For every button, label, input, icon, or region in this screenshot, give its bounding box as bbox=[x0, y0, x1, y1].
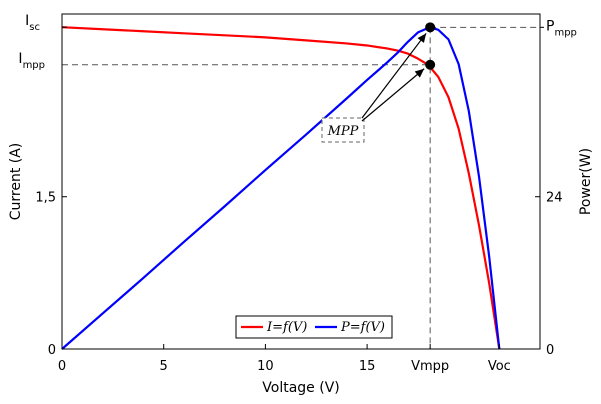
x-axis-label: Voltage (V) bbox=[262, 380, 339, 396]
x-tick-label: Vmpp bbox=[411, 359, 449, 374]
y-left-tick-label: 0 bbox=[48, 343, 56, 358]
legend: I=f(V) P=f(V) bbox=[235, 315, 393, 339]
mpp-arrow-current-line bbox=[361, 68, 425, 122]
pmpp-point bbox=[425, 22, 436, 33]
mpp-arrow-current-head bbox=[414, 68, 425, 78]
mpp-guide-lines bbox=[62, 26, 540, 349]
current-curve bbox=[61, 26, 501, 350]
mpp-annotation: MPP bbox=[321, 32, 427, 143]
tick-labels: 0 5 10 15 Vmpp Voc 0 1,5 0 24 Isc Impp Pmpp bbox=[18, 13, 576, 374]
y-right-tick-label: 24 bbox=[546, 191, 563, 206]
plot-axes bbox=[61, 13, 544, 350]
legend-box bbox=[235, 315, 393, 339]
legend-label-current: I=f(V) bbox=[266, 320, 307, 335]
impp-label: Impp bbox=[18, 51, 45, 71]
mpp-arrow-power-line bbox=[361, 32, 427, 119]
y-right-tick-label: 0 bbox=[546, 343, 554, 358]
plot-curves bbox=[61, 22, 501, 350]
mpp-annotation-box bbox=[321, 117, 365, 143]
isc-label: Isc bbox=[25, 13, 40, 33]
mpp-arrow-power-head bbox=[417, 33, 427, 43]
x-tick-label: Voc bbox=[488, 359, 511, 374]
x-tick-label: 5 bbox=[160, 359, 168, 374]
y-left-tick-label: 1,5 bbox=[35, 191, 56, 206]
pmpp-label: Pmpp bbox=[546, 18, 577, 38]
mpp-annotation-label: MPP bbox=[327, 124, 359, 139]
x-tick-label: 0 bbox=[58, 359, 66, 374]
power-curve bbox=[61, 26, 501, 350]
y-left-axis-label: Current (A) bbox=[8, 143, 24, 221]
x-tick-label: 10 bbox=[257, 359, 274, 374]
y-right-axis-label: Power(W) bbox=[578, 148, 594, 215]
legend-label-power: P=f(V) bbox=[340, 320, 385, 335]
impp-point bbox=[425, 59, 436, 70]
plot-frame bbox=[61, 13, 541, 350]
x-tick-label: 15 bbox=[359, 359, 376, 374]
